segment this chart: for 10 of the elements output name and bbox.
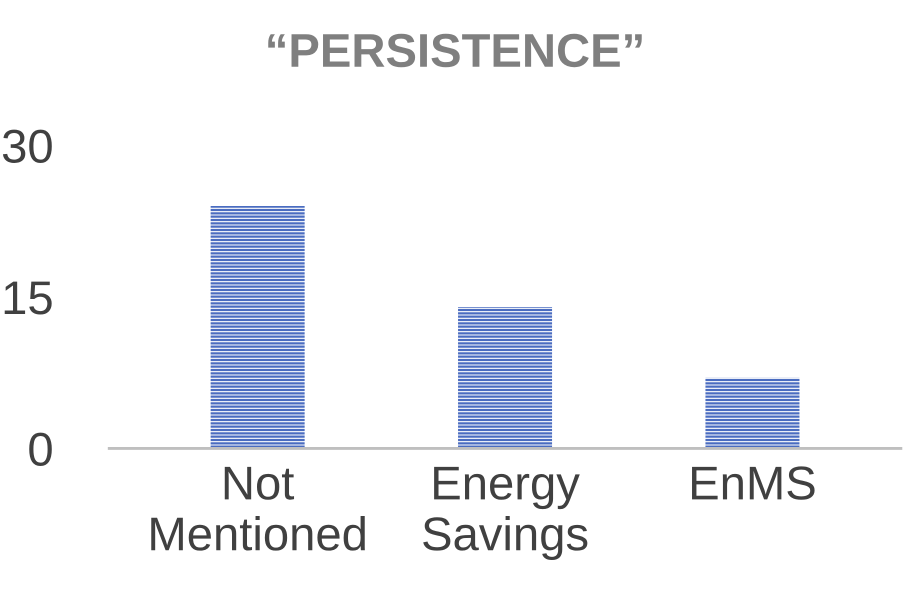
y-tick-label: 0 xyxy=(29,432,52,466)
chart-title: “PERSISTENCE” xyxy=(268,34,642,68)
x-tick-label: EnMS xyxy=(692,466,815,500)
x-tick-label: Not Mentioned xyxy=(151,466,365,551)
x-tick-label: Energy Savings xyxy=(423,466,588,560)
y-tick-label: 30 xyxy=(2,130,52,164)
bar xyxy=(458,307,552,448)
y-tick-label: 15 xyxy=(4,282,52,315)
bar xyxy=(705,378,800,448)
bar xyxy=(210,206,305,448)
